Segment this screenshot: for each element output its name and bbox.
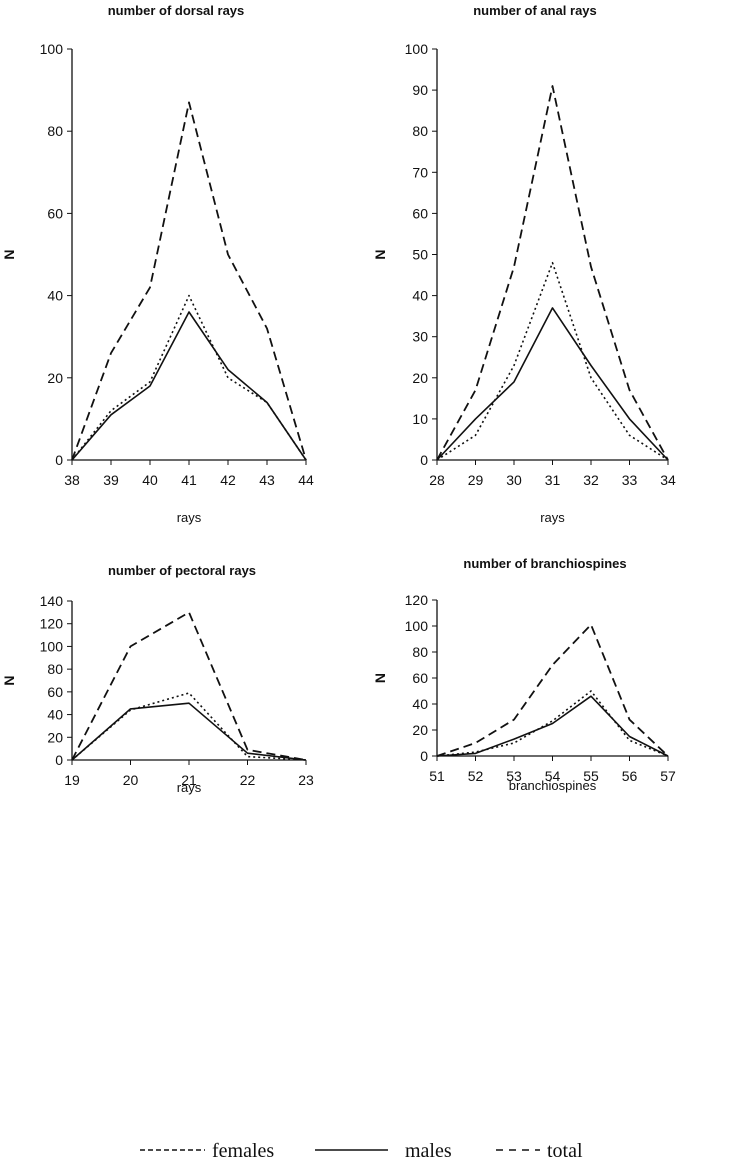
x-tick-label: 39	[103, 472, 119, 488]
x-tick-label: 38	[64, 472, 80, 488]
series-line-females	[71, 101, 307, 461]
y-tick-label: 70	[412, 164, 428, 180]
series-line-females	[71, 611, 307, 761]
y-tick-label: 0	[55, 752, 63, 768]
series-line-total	[71, 294, 307, 461]
y-tick-label: 100	[40, 638, 64, 654]
chart-title: number of dorsal rays	[108, 3, 245, 18]
x-tick-label: 32	[583, 472, 599, 488]
y-tick-label: 40	[412, 288, 428, 304]
y-tick-label: 10	[412, 411, 428, 427]
y-tick-label: 60	[47, 684, 63, 700]
chart-panel-4: number of branchiospines 0 20 40 60 80 100 120 5…	[372, 556, 676, 793]
series-line-total	[436, 261, 669, 461]
y-tick-label: 60	[47, 205, 63, 221]
x-axis-label: branchiospines	[509, 778, 597, 793]
y-tick-label: 0	[420, 748, 428, 764]
y-axis-label: N	[372, 249, 388, 259]
chart-panel-3: number of pectoral rays 0 20 40 60 80 100 120 14…	[1, 563, 314, 795]
chart-panel-1: number of dorsal rays 0 20 40 60 80 100 38 39 40 4…	[1, 3, 314, 525]
x-axis-label: rays	[540, 510, 565, 525]
x-tick-label: 34	[660, 472, 676, 488]
y-tick-label: 40	[47, 707, 63, 723]
y-tick-label: 80	[47, 661, 63, 677]
x-tick-label: 41	[181, 472, 197, 488]
x-axis-label: rays	[177, 510, 202, 525]
y-tick-label: 80	[47, 123, 63, 139]
x-tick-label: 57	[660, 768, 676, 784]
y-tick-label: 100	[405, 618, 429, 634]
y-tick-label: 120	[405, 592, 429, 608]
x-tick-label: 43	[259, 472, 275, 488]
x-tick-label: 53	[506, 768, 522, 784]
y-tick-label: 60	[412, 670, 428, 686]
x-tick-label: 21	[181, 772, 197, 788]
series-line-males	[71, 702, 307, 761]
y-tick-label: 40	[47, 288, 63, 304]
y-tick-label: 90	[412, 82, 428, 98]
x-tick-label: 56	[622, 768, 638, 784]
series-line-males	[436, 695, 669, 757]
x-tick-label: 54	[545, 768, 561, 784]
y-tick-label: 40	[412, 696, 428, 712]
y-tick-label: 120	[40, 616, 64, 632]
x-tick-label: 23	[298, 772, 314, 788]
y-tick-label: 100	[405, 41, 429, 57]
y-tick-label: 20	[47, 729, 63, 745]
x-tick-label: 31	[545, 472, 561, 488]
x-tick-label: 42	[220, 472, 236, 488]
legend: females males total	[140, 1140, 583, 1162]
y-tick-label: 100	[40, 41, 64, 57]
series-line-females	[436, 623, 669, 757]
legend-label-total: total	[547, 1140, 583, 1162]
y-tick-label: 30	[412, 329, 428, 345]
series-line-females	[436, 85, 669, 461]
chart-title: number of anal rays	[473, 3, 597, 18]
y-tick-label: 140	[40, 593, 64, 609]
y-tick-label: 20	[47, 370, 63, 386]
x-tick-label: 33	[622, 472, 638, 488]
y-tick-label: 0	[420, 452, 428, 468]
x-tick-label: 40	[142, 472, 158, 488]
x-tick-label: 28	[429, 472, 445, 488]
chart-panel-2: number of anal rays 0 10 20 30 40 50 60 70 80 90 10…	[372, 3, 676, 525]
x-tick-label: 19	[64, 772, 80, 788]
y-tick-label: 0	[55, 452, 63, 468]
y-tick-label: 20	[412, 370, 428, 386]
series-line-males	[71, 311, 307, 461]
legend-label-females: females	[212, 1140, 274, 1162]
y-axis-label: N	[372, 673, 388, 683]
x-tick-label: 52	[468, 768, 484, 784]
y-tick-label: 60	[412, 205, 428, 221]
series-line-total	[71, 692, 307, 761]
legend-label-males: males	[405, 1140, 452, 1162]
x-tick-label: 51	[429, 768, 445, 784]
y-axis-label: N	[1, 249, 17, 259]
x-tick-label: 20	[123, 772, 139, 788]
x-tick-label: 22	[240, 772, 256, 788]
x-tick-label: 29	[468, 472, 484, 488]
x-tick-label: 30	[506, 472, 522, 488]
y-tick-label: 20	[412, 722, 428, 738]
x-axis-label: rays	[177, 780, 202, 795]
series-line-males	[436, 307, 669, 461]
y-tick-label: 80	[412, 644, 428, 660]
x-tick-label: 44	[298, 472, 314, 488]
y-axis-label: N	[1, 675, 17, 685]
chart-title: number of branchiospines	[463, 556, 626, 571]
chart-title: number of pectoral rays	[108, 563, 256, 578]
y-tick-label: 50	[412, 247, 428, 263]
y-tick-label: 80	[412, 123, 428, 139]
x-tick-label: 55	[583, 768, 599, 784]
